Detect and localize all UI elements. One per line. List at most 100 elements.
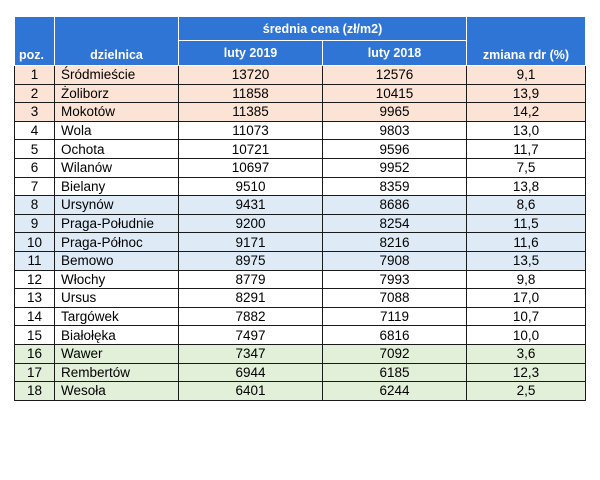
table-row: 6 Wilanów 10697 9952 7,5 — [14, 157, 586, 178]
yoy-change-cell: 10,7 — [466, 306, 586, 327]
position-cell: 9 — [14, 213, 55, 234]
district-cell: Śródmieście — [54, 65, 179, 85]
district-cell: Ursus — [54, 288, 179, 308]
position-cell: 18 — [14, 381, 55, 401]
price-feb-2018-cell: 8359 — [322, 176, 467, 197]
district-cell: Wawer — [54, 343, 179, 364]
price-feb-2018-cell: 7119 — [322, 306, 467, 327]
price-feb-2019-cell: 8291 — [178, 288, 323, 308]
price-feb-2018-cell: 6244 — [322, 381, 467, 401]
yoy-change-cell: 2,5 — [466, 381, 586, 401]
position-cell: 3 — [14, 102, 55, 122]
table-row: 18 Wesoła 6401 6244 2,5 — [14, 381, 586, 401]
district-cell: Bielany — [54, 176, 179, 197]
yoy-change-cell: 3,6 — [466, 343, 586, 364]
yoy-change-cell: 17,0 — [466, 288, 586, 308]
price-feb-2018-cell: 8216 — [322, 232, 467, 252]
position-cell: 8 — [14, 195, 55, 215]
price-feb-2018-cell: 9965 — [322, 102, 467, 122]
district-cell: Bemowo — [54, 250, 179, 271]
price-feb-2018-cell: 6185 — [322, 362, 467, 383]
price-feb-2018-cell: 8254 — [322, 213, 467, 234]
price-feb-2018-cell: 7993 — [322, 269, 467, 290]
position-cell: 12 — [14, 269, 55, 290]
yoy-change-cell: 10,0 — [466, 325, 586, 345]
district-cell: Rembertów — [54, 362, 179, 383]
yoy-change-cell: 13,5 — [466, 250, 586, 271]
price-feb-2019-cell: 11073 — [178, 120, 323, 141]
header-yoy-change: zmiana rdr (%) — [466, 16, 586, 66]
district-cell: Wesoła — [54, 381, 179, 401]
position-cell: 11 — [14, 250, 55, 271]
table-row: 13 Ursus 8291 7088 17,0 — [14, 288, 586, 308]
price-feb-2019-cell: 8975 — [178, 250, 323, 271]
price-table: poz. dzielnica średnia cena (zł/m2) zmia… — [14, 16, 586, 401]
table-row: 10 Praga-Północ 9171 8216 11,6 — [14, 232, 586, 252]
table-row: 7 Bielany 9510 8359 13,8 — [14, 176, 586, 197]
position-cell: 13 — [14, 288, 55, 308]
yoy-change-cell: 9,8 — [466, 269, 586, 290]
position-cell: 10 — [14, 232, 55, 252]
district-cell: Mokotów — [54, 102, 179, 122]
price-feb-2019-cell: 9510 — [178, 176, 323, 197]
table-row: 9 Praga-Południe 9200 8254 11,5 — [14, 213, 586, 234]
district-cell: Praga-Północ — [54, 232, 179, 252]
position-cell: 17 — [14, 362, 55, 383]
table-row: 3 Mokotów 11385 9965 14,2 — [14, 102, 586, 122]
district-cell: Ursynów — [54, 195, 179, 215]
position-cell: 7 — [14, 176, 55, 197]
position-cell: 6 — [14, 157, 55, 178]
position-cell: 2 — [14, 83, 55, 104]
yoy-change-cell: 12,3 — [466, 362, 586, 383]
district-cell: Ochota — [54, 139, 179, 159]
header-average-price: średnia cena (zł/m2) — [178, 16, 467, 41]
table-row: 15 Białołęka 7497 6816 10,0 — [14, 325, 586, 345]
price-feb-2018-cell: 6816 — [322, 325, 467, 345]
yoy-change-cell: 11,5 — [466, 213, 586, 234]
district-cell: Włochy — [54, 269, 179, 290]
price-feb-2019-cell: 7497 — [178, 325, 323, 345]
table-row: 4 Wola 11073 9803 13,0 — [14, 120, 586, 141]
price-feb-2018-cell: 9596 — [322, 139, 467, 159]
table-row: 5 Ochota 10721 9596 11,7 — [14, 139, 586, 159]
yoy-change-cell: 11,6 — [466, 232, 586, 252]
table-row: 16 Wawer 7347 7092 3,6 — [14, 343, 586, 364]
table-row: 2 Żoliborz 11858 10415 13,9 — [14, 83, 586, 104]
district-cell: Białołęka — [54, 325, 179, 345]
header-district: dzielnica — [54, 16, 179, 66]
price-feb-2018-cell: 7088 — [322, 288, 467, 308]
price-feb-2019-cell: 10697 — [178, 157, 323, 178]
table-row: 1 Śródmieście 13720 12576 9,1 — [14, 65, 586, 85]
position-cell: 1 — [14, 65, 55, 85]
price-feb-2019-cell: 6944 — [178, 362, 323, 383]
table-row: 11 Bemowo 8975 7908 13,5 — [14, 250, 586, 271]
price-feb-2018-cell: 7092 — [322, 343, 467, 364]
header-position: poz. — [14, 16, 55, 66]
district-cell: Wola — [54, 120, 179, 141]
price-feb-2018-cell: 10415 — [322, 83, 467, 104]
table-row: 8 Ursynów 9431 8686 8,6 — [14, 195, 586, 215]
position-cell: 16 — [14, 343, 55, 364]
yoy-change-cell: 7,5 — [466, 157, 586, 178]
price-feb-2019-cell: 7882 — [178, 306, 323, 327]
yoy-change-cell: 8,6 — [466, 195, 586, 215]
yoy-change-cell: 13,8 — [466, 176, 586, 197]
yoy-change-cell: 9,1 — [466, 65, 586, 85]
position-cell: 5 — [14, 139, 55, 159]
price-feb-2018-cell: 8686 — [322, 195, 467, 215]
price-feb-2018-cell: 9803 — [322, 120, 467, 141]
yoy-change-cell: 13,9 — [466, 83, 586, 104]
price-feb-2019-cell: 6401 — [178, 381, 323, 401]
yoy-change-cell: 14,2 — [466, 102, 586, 122]
price-feb-2019-cell: 10721 — [178, 139, 323, 159]
district-cell: Praga-Południe — [54, 213, 179, 234]
yoy-change-cell: 13,0 — [466, 120, 586, 141]
price-feb-2019-cell: 13720 — [178, 65, 323, 85]
price-feb-2018-cell: 12576 — [322, 65, 467, 85]
yoy-change-cell: 11,7 — [466, 139, 586, 159]
price-feb-2018-cell: 7908 — [322, 250, 467, 271]
price-feb-2018-cell: 9952 — [322, 157, 467, 178]
price-feb-2019-cell: 8779 — [178, 269, 323, 290]
price-feb-2019-cell: 9200 — [178, 213, 323, 234]
table-body: 1 Śródmieście 13720 12576 9,1 2 Żoliborz 11858 1… — [14, 65, 586, 401]
